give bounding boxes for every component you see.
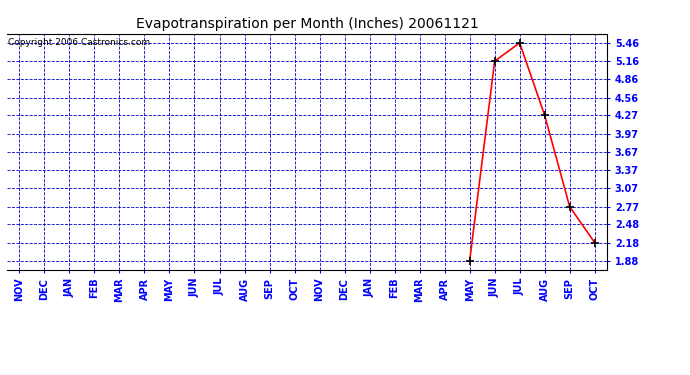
Text: Copyright 2006 Castronics.com: Copyright 2006 Castronics.com xyxy=(8,39,150,48)
Title: Evapotranspiration per Month (Inches) 20061121: Evapotranspiration per Month (Inches) 20… xyxy=(136,17,478,31)
Point xyxy=(564,204,575,210)
Point xyxy=(464,258,475,264)
Point xyxy=(539,112,550,118)
Point xyxy=(589,240,600,246)
Point xyxy=(489,58,500,64)
Point xyxy=(514,40,525,46)
